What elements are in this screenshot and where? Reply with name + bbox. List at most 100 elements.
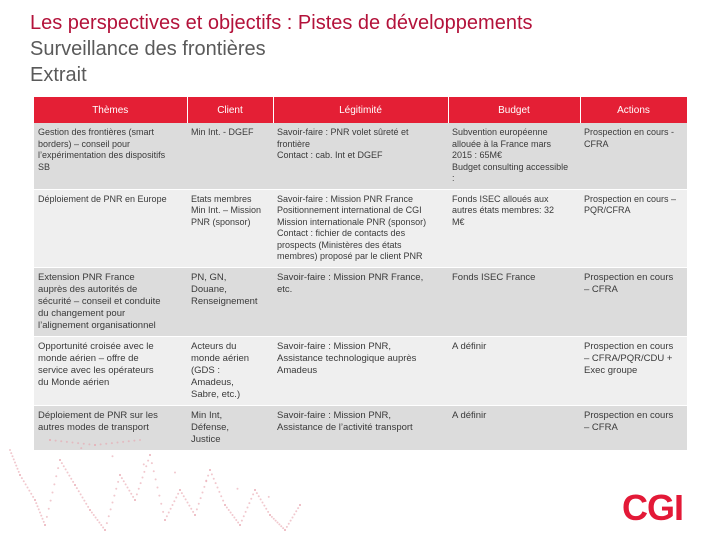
decorative-dot [285,525,288,528]
cell-text-line: etc. [277,283,293,295]
decorative-dot [57,467,60,470]
decorative-dot [255,492,258,495]
decorative-dot [246,506,249,509]
decorative-dot [171,504,174,506]
cell-text-line: Assistance technologique auprès [277,352,417,364]
decorative-dot [116,441,119,444]
title-line-2: Surveillance des frontières [30,38,266,60]
decorative-dot [37,508,40,511]
decorative-dot [45,515,48,518]
decorative-dot [51,491,54,494]
cell-text-line: Douane, [191,283,227,295]
decorative-dot [59,459,61,461]
decorative-dot [267,495,270,498]
cell-text-line: PQR/CFRA [584,205,631,215]
decorative-dot [227,509,230,511]
cell-client: PN, GN, Douane, Renseignement [187,267,273,337]
cell-text-line: Gestion des frontières (smart [38,127,155,137]
decorative-dot [259,498,262,501]
decorative-dot [141,476,144,479]
decorative-dot [252,493,255,496]
decorative-dot [186,501,189,504]
decorative-dot [188,504,191,507]
decorative-dot [289,519,292,522]
decorative-dot [195,508,198,511]
decorative-dot [209,469,211,471]
cell-text-line: membres) proposé par le client PNR [277,251,423,261]
cell-text-line: A définir [452,409,487,421]
decorative-dot [10,452,13,455]
decorative-dot [117,480,120,483]
decorative-dot [41,517,44,520]
decorative-dot [75,487,78,490]
decorative-dot [126,486,129,489]
cell-text-line: Min Int. – Mission [191,205,262,215]
decorative-dot [237,521,240,524]
decorative-dot [145,465,148,468]
decorative-dot [220,495,223,498]
decorative-dot [80,447,83,450]
decorative-dot [158,494,161,497]
decorative-dot [87,505,90,508]
cell-legitimite: Savoir-faire : Mission PNR France, etc. [273,267,448,337]
cell-text-line: – CFRA/PQR/CDU + [584,352,673,364]
decorative-dot [110,442,113,445]
decorative-dot [192,510,195,513]
decorative-dot [130,492,133,495]
decorative-dot [119,474,121,476]
decorative-dot [210,473,213,476]
decorative-dot [122,480,125,483]
decorative-dot [156,486,159,489]
decorative-dot [17,470,20,473]
decorative-dot [60,440,63,443]
decorative-dot [14,461,16,464]
cell-text-line: auprès des autorités de [38,283,138,295]
decorative-dot [269,514,271,516]
cell-text-line: Déploiement de PNR sur les [38,409,158,421]
decorative-dot [100,524,103,526]
cell-text-line: Exec groupe [584,364,638,376]
cell-actions: Prospection en cours – PQR/CFRA [580,189,687,268]
decorative-dot [15,464,18,467]
decorative-dot [291,516,294,519]
table-row: Déploiement de PNR en Europe Etats membre… [34,189,687,268]
cell-budget: Fonds ISEC alloués aux autres états membr… [448,189,580,268]
cell-text-line: Budget consulting accessible [452,161,569,172]
decorative-dot [44,524,46,526]
decorative-dot [184,498,187,501]
cell-text-line: Prospection en cours – [584,193,677,204]
decorative-dot [203,485,206,488]
decorative-dot [77,442,80,445]
decorative-dot [218,490,221,493]
cell-text-line: Extension PNR France [38,271,135,283]
cell-text-line: Mission internationale PNR (sponsor) [277,216,427,227]
decorative-dot [70,477,73,480]
cell-text-line: autres modes de transport [38,421,149,433]
decorative-dot [225,506,228,509]
decorative-dot [284,529,286,531]
cell-text-line: Fonds ISEC France [452,271,536,283]
cell-text-line: Prospection en cours [584,409,674,421]
decorative-dot [24,483,27,486]
cell-budget: Fonds ISEC France [448,267,580,337]
decorative-dot [113,494,116,497]
cell-text-line: CFRA [584,138,609,149]
decorative-dot [207,474,210,477]
cell-client: Min Int, Défense, Justice [187,405,273,451]
cell-text-line: Savoir-faire : Mission PNR, [277,340,392,352]
decorative-dot [65,440,68,443]
cell-text-line: du Monde aérien [38,376,110,388]
decorative-dot [82,442,85,445]
decorative-dot [201,491,204,494]
decorative-dot [132,495,135,498]
decorative-dot [197,502,200,505]
decorative-dot [30,492,33,495]
decorative-dot [142,463,145,466]
cell-text-line: monde aérien [191,352,250,364]
cell-text-line: borders) – conseil pour [38,138,131,149]
decorative-dot [42,520,45,523]
cell-legitimite: Savoir-faire : Mission PNR France Positio… [273,189,448,268]
cell-text-line: Sabre, etc.) [191,388,241,400]
decorative-dot [276,521,279,524]
cell-text-line: Prospection en cours [584,271,674,283]
